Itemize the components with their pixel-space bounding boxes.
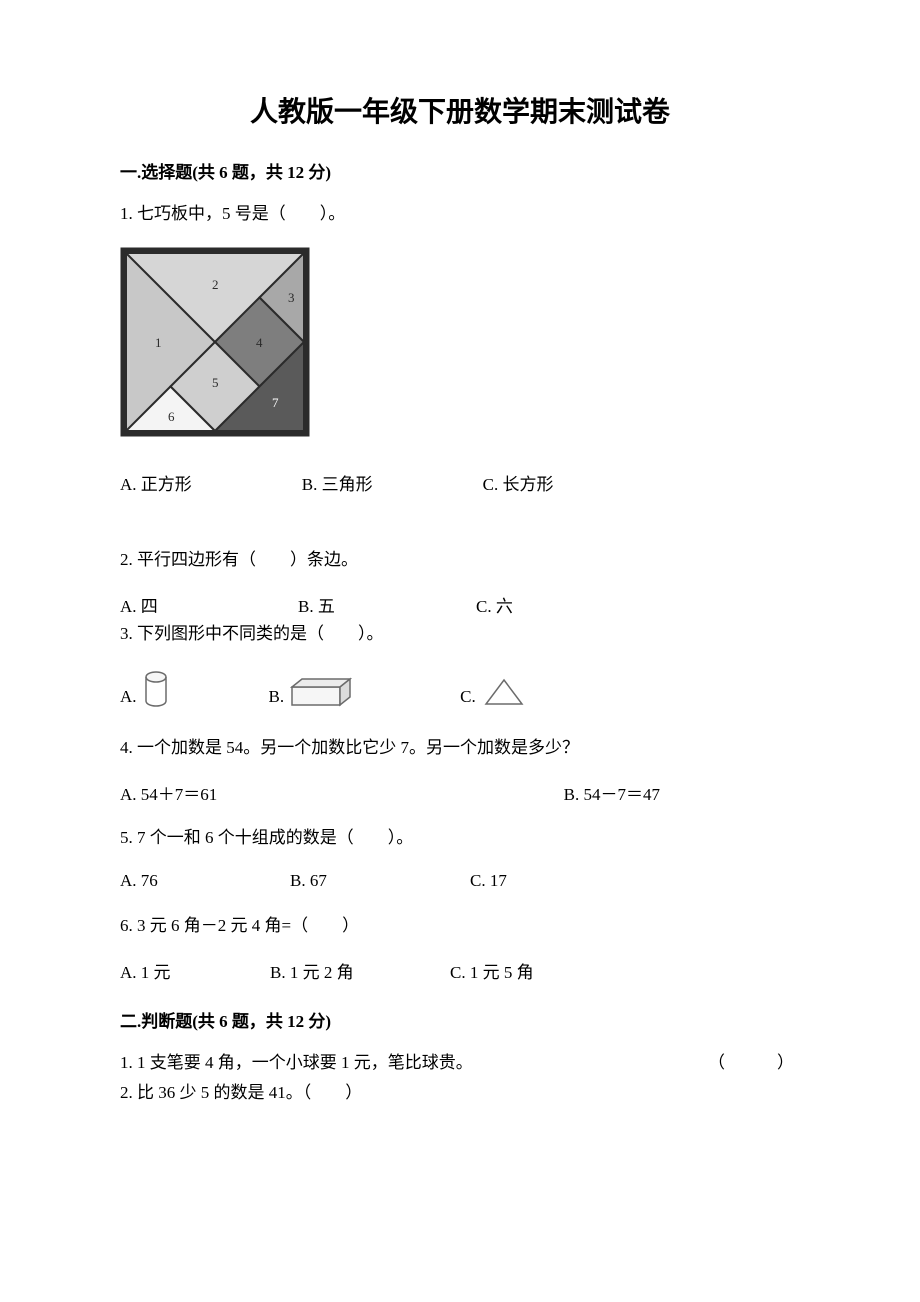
q1-options: A. 正方形 B. 三角形 C. 长方形 (120, 470, 800, 495)
q5-opt-b: B. 67 (290, 871, 470, 891)
q3-opt-a: A. (120, 671, 169, 707)
q3-opt-c-label: C. (460, 687, 476, 707)
page: 人教版一年级下册数学期末测试卷 一.选择题(共 6 题，共 12 分) 1. 七… (0, 0, 920, 1302)
tangram-svg: 1 2 3 4 5 6 7 (120, 247, 310, 437)
svg-text:6: 6 (168, 409, 175, 424)
svg-text:1: 1 (155, 335, 162, 350)
cylinder-icon (143, 671, 169, 707)
page-title: 人教版一年级下册数学期末测试卷 (120, 90, 800, 130)
q4-text: 4. 一个加数是 54。另一个加数比它少 7。另一个加数是多少？ (120, 735, 800, 761)
triangle-icon (482, 677, 526, 707)
svg-text:4: 4 (256, 335, 263, 350)
q5-options: A. 76 B. 67 C. 17 (120, 871, 800, 891)
q2-opt-b: B. 五 (298, 592, 428, 617)
s2-q1-text: 1. 1 支笔要 4 角，一个小球要 1 元，笔比球贵。 (120, 1050, 473, 1076)
q4-options: A. 54＋7＝61 B. 54－7＝47 (120, 780, 800, 805)
q3-text: 3. 下列图形中不同类的是（ ）。 (120, 621, 800, 647)
q1-opt-b: B. 三角形 (302, 470, 373, 495)
cuboid-icon (290, 677, 360, 707)
q3-opt-a-label: A. (120, 687, 137, 707)
q2-text: 2. 平行四边形有（ ）条边。 (120, 547, 800, 573)
q6-opt-c: C. 1 元 5 角 (450, 958, 534, 983)
q6-opt-b: B. 1 元 2 角 (270, 958, 450, 983)
svg-text:2: 2 (212, 277, 219, 292)
q3-opt-c: C. (460, 677, 526, 707)
q1-text: 1. 七巧板中，5 号是（ ）。 (120, 201, 800, 227)
s2-q1-paren: （ ） (708, 1050, 800, 1076)
section-1-header: 一.选择题(共 6 题，共 12 分) (120, 158, 800, 183)
q2-options: A. 四 B. 五 C. 六 (120, 592, 800, 617)
svg-text:3: 3 (288, 290, 295, 305)
svg-text:5: 5 (212, 375, 219, 390)
s2-q2-text: 2. 比 36 少 5 的数是 41。（ ） (120, 1080, 800, 1106)
q2-opt-a: A. 四 (120, 592, 250, 617)
q2-opt-c: C. 六 (476, 592, 513, 617)
q1-opt-a: A. 正方形 (120, 470, 192, 495)
q3-opt-b-label: B. (269, 687, 285, 707)
s2-q1: 1. 1 支笔要 4 角，一个小球要 1 元，笔比球贵。 （ ） (120, 1050, 800, 1076)
svg-text:7: 7 (272, 395, 279, 410)
q3-options: A. B. C. (120, 671, 800, 707)
q6-opt-a: A. 1 元 (120, 958, 270, 983)
q1-opt-c: C. 长方形 (483, 470, 554, 495)
q5-opt-c: C. 17 (470, 871, 507, 891)
q4-opt-b: B. 54－7＝47 (564, 780, 660, 805)
q6-text: 6. 3 元 6 角－2 元 4 角=（ ） (120, 913, 800, 939)
q5-text: 5. 7 个一和 6 个十组成的数是（ ）。 (120, 825, 800, 851)
q3-opt-b: B. (269, 677, 361, 707)
section-2-header: 二.判断题(共 6 题，共 12 分) (120, 1007, 800, 1032)
q4-opt-a: A. 54＋7＝61 (120, 780, 217, 805)
tangram-figure: 1 2 3 4 5 6 7 (120, 247, 800, 442)
q6-options: A. 1 元 B. 1 元 2 角 C. 1 元 5 角 (120, 958, 800, 983)
q5-opt-a: A. 76 (120, 871, 290, 891)
